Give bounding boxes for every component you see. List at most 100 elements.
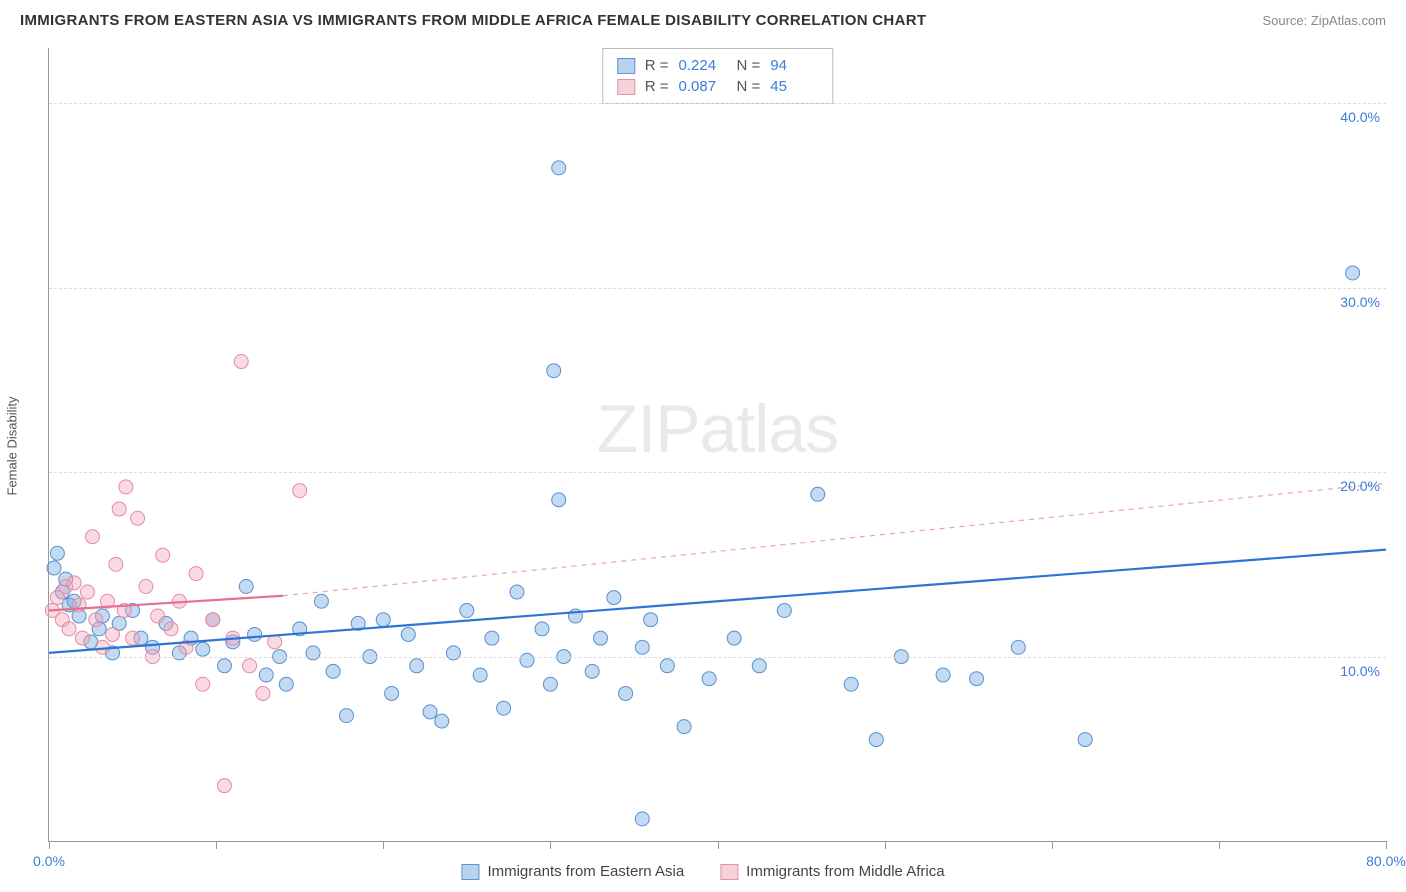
bottom-legend: Immigrants from Eastern Asia Immigrants …: [461, 863, 944, 880]
data-point: [243, 659, 257, 673]
data-point: [585, 664, 599, 678]
x-tick: [885, 841, 886, 849]
data-point: [844, 677, 858, 691]
data-point: [607, 591, 621, 605]
x-tick: [550, 841, 551, 849]
legend-label-2: Immigrants from Middle Africa: [746, 863, 944, 880]
legend-item-2: Immigrants from Middle Africa: [720, 863, 944, 880]
data-point: [485, 631, 499, 645]
data-point: [677, 720, 691, 734]
data-point: [206, 613, 220, 627]
data-point: [777, 603, 791, 617]
y-axis-label: Female Disability: [5, 397, 20, 496]
grid-line: [49, 472, 1386, 473]
data-point: [293, 484, 307, 498]
data-point: [727, 631, 741, 645]
data-point: [248, 627, 262, 641]
data-point: [752, 659, 766, 673]
stats-legend: R = 0.224 N = 94 R = 0.087 N = 45: [602, 48, 834, 104]
data-point: [131, 511, 145, 525]
plot-svg: [49, 48, 1386, 841]
data-point: [256, 686, 270, 700]
grid-line: [49, 657, 1386, 658]
n-label-2: N =: [737, 78, 761, 95]
data-point: [936, 668, 950, 682]
data-point: [644, 613, 658, 627]
stats-row-2: R = 0.087 N = 45: [617, 76, 819, 97]
data-point: [139, 580, 153, 594]
n-label-1: N =: [737, 57, 761, 74]
swatch-pink-icon: [617, 79, 635, 95]
data-point: [126, 631, 140, 645]
legend-swatch-blue-icon: [461, 864, 479, 880]
data-point: [410, 659, 424, 673]
data-point: [552, 161, 566, 175]
n-val-2: 45: [770, 78, 818, 95]
data-point: [635, 812, 649, 826]
data-point: [196, 677, 210, 691]
data-point: [279, 677, 293, 691]
data-point: [970, 672, 984, 686]
y-tick-label: 10.0%: [1340, 663, 1380, 679]
data-point: [543, 677, 557, 691]
data-point: [619, 686, 633, 700]
data-point: [80, 585, 94, 599]
y-tick-label: 40.0%: [1340, 109, 1380, 125]
r-val-1: 0.224: [679, 57, 727, 74]
data-point: [112, 502, 126, 516]
x-tick: [383, 841, 384, 849]
data-point: [47, 561, 61, 575]
data-point: [811, 487, 825, 501]
data-point: [535, 622, 549, 636]
data-point: [189, 567, 203, 581]
swatch-blue-icon: [617, 58, 635, 74]
data-point: [119, 480, 133, 494]
data-point: [435, 714, 449, 728]
data-point: [239, 580, 253, 594]
data-point: [234, 355, 248, 369]
data-point: [259, 668, 273, 682]
data-point: [217, 659, 231, 673]
n-val-1: 94: [770, 57, 818, 74]
data-point: [552, 493, 566, 507]
data-point: [75, 631, 89, 645]
data-point: [473, 668, 487, 682]
x-tick: [1219, 841, 1220, 849]
trend-line-pink-dash: [283, 483, 1386, 595]
data-point: [660, 659, 674, 673]
r-label-1: R =: [645, 57, 669, 74]
data-point: [446, 646, 460, 660]
data-point: [635, 640, 649, 654]
data-point: [67, 576, 81, 590]
r-label-2: R =: [645, 78, 669, 95]
source-label: Source: ZipAtlas.com: [1262, 13, 1386, 28]
data-point: [50, 546, 64, 560]
data-point: [385, 686, 399, 700]
data-point: [594, 631, 608, 645]
chart-title: IMMIGRANTS FROM EASTERN ASIA VS IMMIGRAN…: [20, 12, 926, 29]
data-point: [89, 613, 103, 627]
data-point: [151, 609, 165, 623]
grid-line: [49, 288, 1386, 289]
x-tick-label: 80.0%: [1366, 853, 1406, 869]
data-point: [702, 672, 716, 686]
x-tick: [1052, 841, 1053, 849]
data-point: [1346, 266, 1360, 280]
data-point: [339, 709, 353, 723]
data-point: [1078, 733, 1092, 747]
data-point: [326, 664, 340, 678]
data-point: [520, 653, 534, 667]
data-point: [401, 627, 415, 641]
chart-container: ZIPatlas R = 0.224 N = 94 R = 0.087 N = …: [48, 48, 1386, 842]
data-point: [109, 557, 123, 571]
data-point: [869, 733, 883, 747]
data-point: [85, 530, 99, 544]
x-tick: [216, 841, 217, 849]
stats-row-1: R = 0.224 N = 94: [617, 55, 819, 76]
x-tick: [718, 841, 719, 849]
data-point: [423, 705, 437, 719]
data-point: [196, 642, 210, 656]
trend-line-blue: [49, 550, 1386, 653]
y-tick-label: 20.0%: [1340, 478, 1380, 494]
data-point: [547, 364, 561, 378]
